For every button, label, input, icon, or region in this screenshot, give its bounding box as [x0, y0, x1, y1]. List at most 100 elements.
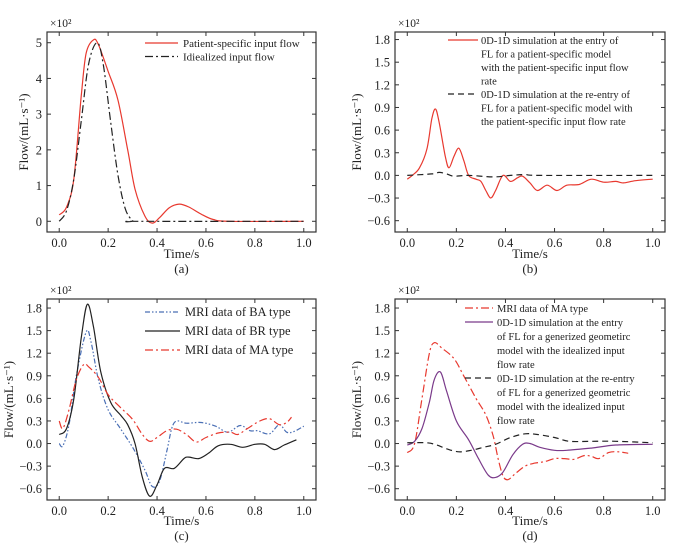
y-tick-label: 5	[36, 36, 42, 50]
legend-label-line: FL for a patient-specific model	[481, 50, 611, 61]
series-line-1	[58, 303, 297, 497]
legend-label-line: 0D-1D simulation at the entry	[497, 318, 624, 329]
legend-label: Idiealized input flow	[183, 52, 275, 64]
x-tick-label: 0.4	[498, 236, 514, 250]
series-line-0	[58, 329, 305, 488]
legend-label-line: 0D-1D simulation at the re-entry of	[481, 90, 631, 101]
y-axis-label: Flow/(mL·s⁻¹)	[1, 361, 16, 438]
y-tick-label: −0.6	[367, 214, 390, 228]
legend-item: MRI data of BA type	[145, 305, 291, 319]
legend-item: 0D-1D simulation at the entry of FL for a…	[465, 318, 631, 371]
series-line-0	[406, 341, 629, 481]
legend-label: Patient-specific input flow	[183, 38, 300, 50]
legend: Patient-specific input flow Idiealized in…	[145, 38, 300, 64]
y-tick-label: −0.3	[19, 460, 42, 474]
series-line-1	[406, 370, 653, 479]
panel-label: (c)	[174, 528, 188, 543]
x-tick-label: 1.0	[296, 504, 312, 518]
y-tick-label: 0.9	[374, 369, 390, 383]
y-tick-label: 4	[36, 72, 43, 86]
y-tick-label: 0.0	[374, 169, 390, 183]
series-line-0	[406, 108, 653, 199]
legend-label-line: 0D-1D simulation at the re-entry	[497, 374, 635, 385]
legend-label-line: 0D-1D simulation at the entry of	[481, 36, 619, 47]
y-axis-label: Flow/(mL·s⁻¹)	[349, 93, 364, 170]
x-tick-label: 0.6	[198, 236, 214, 250]
y-tick-label: 1.8	[26, 302, 42, 316]
legend-label-line: MRI data of BR type	[185, 324, 291, 338]
legend-item: Idiealized input flow	[145, 52, 275, 64]
legend: MRI data of BA type MRI data of BR type MR…	[145, 305, 294, 357]
y-tick-label: 0.0	[26, 437, 42, 451]
legend-label-line: flow rate	[497, 360, 535, 371]
axis-multiplier: ×10²	[398, 18, 420, 30]
y-tick-label: 1.8	[374, 302, 390, 316]
legend-label: 0D-1D simulation at the entry of FL for a…	[497, 318, 631, 371]
legend-label-line: model with the idealized input	[497, 402, 625, 413]
y-tick-label: 0.9	[374, 101, 390, 115]
x-tick-label: 0.2	[449, 236, 465, 250]
y-tick-label: −0.6	[19, 482, 42, 496]
y-tick-label: 1.8	[374, 33, 390, 47]
subplot-c: 0.0 0.2 0.4 0.6 0.8 1.0 −0.6 −0.3 0.0 0.3 0.6 0.9 1.…	[1, 285, 317, 543]
axes-frame	[394, 298, 666, 501]
x-tick-label: 1.0	[645, 504, 661, 518]
y-tick-label: 2	[36, 143, 42, 157]
y-tick-label: 1	[36, 179, 42, 193]
legend-label-line: FL for a patient-specific model with	[481, 104, 633, 115]
x-axis-label: Time/s	[164, 513, 200, 528]
legend-label-line: the patient-specific input flow rate	[481, 117, 626, 128]
x-tick-label: 0.6	[198, 504, 214, 518]
subplot-d: 0.0 0.2 0.4 0.6 0.8 1.0 −0.6 −0.3 0.0 0.3 0.6 0.9 1.…	[349, 285, 666, 543]
axes-frame	[46, 298, 317, 501]
series-line-0	[58, 38, 304, 224]
legend-label: MRI data of BR type	[185, 324, 291, 338]
legend-label-line: Patient-specific input flow	[183, 38, 300, 50]
series-line-2	[407, 433, 653, 453]
x-axis-label: Time/s	[512, 246, 548, 261]
y-tick-label: 0.6	[374, 392, 390, 406]
x-tick-label: 0.4	[149, 236, 165, 250]
legend-item: 0D-1D simulation at the re-entry of FL fo…	[448, 90, 633, 128]
legend-item: MRI data of MA type	[145, 343, 294, 357]
axis-multiplier: ×10²	[50, 18, 72, 30]
x-tick-label: 1.0	[645, 236, 661, 250]
legend-label: 0D-1D simulation at the entry of FL for a…	[481, 36, 629, 88]
x-axis-label: Time/s	[164, 246, 200, 261]
y-tick-label: 0.3	[374, 146, 390, 160]
y-tick-label: 0.6	[26, 392, 42, 406]
x-tick-label: 0.8	[596, 504, 612, 518]
y-tick-label: 0.9	[26, 369, 42, 383]
legend-label-line: Idiealized input flow	[183, 52, 275, 64]
legend-item: Patient-specific input flow	[145, 38, 300, 50]
panel-label: (a)	[174, 261, 188, 276]
legend: MRI data of MA type 0D-1D simulation at t…	[465, 304, 635, 427]
y-tick-label: 0	[36, 215, 42, 229]
legend-label-line: MRI data of MA type	[497, 304, 588, 315]
x-tick-label: 0.2	[449, 504, 465, 518]
legend-item: MRI data of BR type	[145, 324, 291, 338]
y-tick-label: −0.6	[367, 482, 390, 496]
y-tick-label: 1.5	[26, 324, 42, 338]
x-tick-label: 1.0	[296, 236, 312, 250]
y-tick-label: 1.2	[374, 347, 390, 361]
legend-label: MRI data of MA type	[185, 343, 294, 357]
axis-multiplier: ×10²	[50, 285, 72, 297]
axes-frame	[394, 31, 666, 233]
legend-label-line: of FL for a generized geometirc	[497, 332, 631, 343]
panel-label: (b)	[522, 261, 537, 276]
x-tick-label: 0.0	[51, 236, 67, 250]
legend-label: MRI data of BA type	[185, 305, 291, 319]
y-tick-label: 0.0	[374, 437, 390, 451]
x-tick-label: 0.0	[399, 504, 415, 518]
y-tick-label: 0.6	[374, 124, 390, 138]
legend-item: MRI data of MA type	[465, 304, 588, 315]
legend-label-line: with the patient-specific input flow	[481, 63, 629, 74]
legend-item: 0D-1D simulation at the entry of FL for a…	[448, 36, 629, 88]
y-tick-label: −0.3	[367, 460, 390, 474]
x-tick-label: 0.8	[596, 236, 612, 250]
y-tick-label: 1.2	[26, 347, 42, 361]
subplot-b: 0.0 0.2 0.4 0.6 0.8 1.0 −0.6 −0.3 0.0 0.3 0.6 0.9 1.…	[349, 18, 666, 276]
y-axis-label: Flow/(mL·s⁻¹)	[16, 93, 31, 170]
